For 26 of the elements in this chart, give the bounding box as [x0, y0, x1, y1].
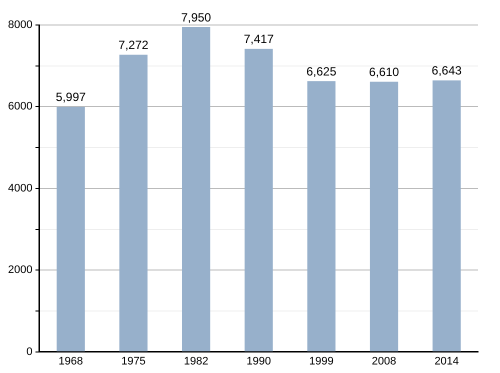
- data-label: 6,610: [369, 65, 400, 80]
- bar: [244, 48, 273, 352]
- x-tick-label: 2008: [372, 355, 396, 368]
- data-label: 7,417: [244, 32, 274, 46]
- y-tick-label: 0: [26, 346, 32, 358]
- x-tick-label: 1968: [58, 355, 84, 368]
- data-label: 7,950: [181, 10, 212, 24]
- data-label: 7,272: [118, 38, 149, 52]
- bar: [56, 106, 85, 352]
- y-tick-label: 4000: [8, 182, 32, 194]
- x-tick-label: 1982: [184, 355, 208, 368]
- data-label: 6,625: [306, 64, 337, 78]
- y-tick-label: 6000: [8, 100, 32, 113]
- x-tick-label: 1990: [246, 355, 271, 368]
- bar: [182, 27, 210, 352]
- y-tick-label: 8000: [8, 19, 32, 32]
- x-tick-label: 1999: [309, 355, 334, 368]
- bar: [307, 81, 336, 352]
- bar: [119, 54, 148, 352]
- x-tick-label: 2014: [434, 355, 459, 368]
- bar: [370, 82, 398, 352]
- data-label: 6,643: [432, 64, 462, 78]
- bar: [432, 80, 461, 352]
- x-tick-label: 1975: [121, 355, 146, 368]
- data-label: 5,997: [56, 90, 86, 104]
- y-tick-label: 2000: [8, 264, 32, 276]
